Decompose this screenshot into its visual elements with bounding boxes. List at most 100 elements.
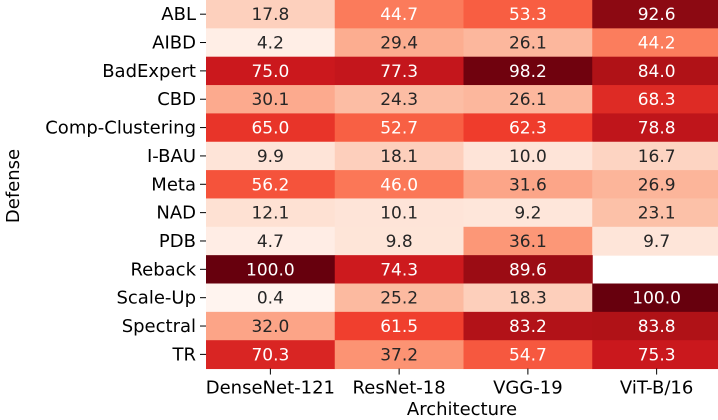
- cell-value-label: 18.3: [509, 289, 547, 309]
- cell-value-label: 26.1: [509, 90, 547, 110]
- heatmap-cell: [592, 226, 718, 256]
- heatmap-cell: [206, 85, 336, 114]
- cell-value-label: 92.6: [638, 5, 676, 25]
- cell-value-label: 9.8: [386, 232, 413, 252]
- cell-value-label: 46.0: [380, 175, 418, 195]
- cell-value-label: 83.2: [509, 317, 547, 337]
- cell-value-label: 70.3: [251, 345, 289, 365]
- heatmap-cell: [592, 340, 718, 370]
- heatmap-cell: [463, 56, 593, 86]
- heatmap-cell: [334, 226, 464, 256]
- cell-value-label: 17.8: [251, 5, 289, 25]
- cell-value-label: 56.2: [251, 175, 289, 195]
- heatmap-cell: [206, 255, 336, 284]
- cell-value-label: 61.5: [380, 317, 418, 337]
- cell-value-label: 16.7: [638, 147, 676, 167]
- cell-value-label: 44.7: [380, 5, 418, 25]
- cell-value-label: 0.4: [257, 289, 284, 309]
- cell-value-label: 9.2: [514, 204, 541, 224]
- heatmap-cell: [334, 56, 464, 86]
- cell-value-label: 4.7: [257, 232, 284, 252]
- heatmap-cell: [334, 113, 464, 143]
- cell-value-label: 26.9: [638, 175, 676, 195]
- cell-value-label: 18.1: [380, 147, 418, 167]
- column-tick-label: ResNet-18: [353, 378, 446, 399]
- heatmap-cell: [206, 340, 336, 370]
- cell-value-label: 75.3: [638, 345, 676, 365]
- cell-value-label: 12.1: [251, 204, 289, 224]
- row-tick-label: TR: [171, 344, 196, 365]
- heatmap-cell: [463, 226, 593, 256]
- cell-value-label: 78.8: [638, 119, 676, 139]
- cell-value-label: 89.6: [509, 260, 547, 280]
- row-tick-label: PDB: [159, 231, 196, 252]
- cell-value-label: 37.2: [380, 345, 418, 365]
- cell-value-label: 9.7: [643, 232, 670, 252]
- cell-value-label: 100.0: [632, 289, 681, 309]
- row-tick-labels: ABL AIBD BadExpert CBD Comp-Clustering I-BAU M…: [45, 4, 206, 365]
- heatmap-cell: [206, 283, 336, 313]
- heatmap-cell: [463, 255, 593, 284]
- heatmap-cell: [592, 170, 718, 199]
- column-tick-label: VGG-19: [493, 378, 563, 399]
- heatmap-cell: [463, 311, 593, 341]
- row-tick-label: Reback: [130, 259, 196, 280]
- heatmap-cell: [592, 198, 718, 228]
- column-tick-label: ViT-B/16: [620, 378, 693, 399]
- heatmap-cell: [592, 56, 718, 86]
- cell-value-label: 83.8: [638, 317, 676, 337]
- column-tick-labels: DenseNet-121 ResNet-18 VGG-19 ViT-B/16: [206, 368, 693, 399]
- heatmap-cell: [592, 0, 718, 29]
- heatmap-cell: [206, 113, 336, 143]
- cell-value-label: 65.0: [251, 119, 289, 139]
- row-tick-label: I-BAU: [147, 146, 196, 167]
- heatmap-cell: [463, 170, 593, 199]
- heatmap-cell: [463, 141, 593, 171]
- cell-value-label: 29.4: [380, 34, 418, 54]
- cell-value-label: 25.2: [380, 289, 418, 309]
- heatmap-cell: [334, 170, 464, 199]
- cell-value-label: 100.0: [246, 260, 295, 280]
- row-tick-label: Scale-Up: [116, 288, 196, 309]
- cell-value-label: 75.0: [251, 62, 289, 82]
- heatmap-cell: [592, 311, 718, 341]
- column-tick-label: DenseNet-121: [206, 378, 335, 399]
- heatmap-cell: [592, 141, 718, 171]
- row-tick-label: CBD: [157, 89, 196, 110]
- heatmap-cell: [463, 28, 593, 58]
- cell-value-label: 74.3: [380, 260, 418, 280]
- cell-value-label: 77.3: [380, 62, 418, 82]
- heatmap-cells: 17.8 44.7 53.3 92.6 4.2 29.4 26.1 44.2 75.0 77.3 9…: [206, 0, 718, 370]
- cell-value-label: 54.7: [509, 345, 547, 365]
- cell-value-label: 24.3: [380, 90, 418, 110]
- y-axis-title: Defense: [3, 149, 24, 223]
- heatmap-cell: [334, 0, 464, 29]
- heatmap-cell: [592, 283, 718, 313]
- heatmap-cell: [206, 170, 336, 199]
- heatmap-cell: [206, 56, 336, 86]
- heatmap-cell: [463, 340, 593, 370]
- cell-value-label: 68.3: [638, 90, 676, 110]
- heatmap-cell: [334, 311, 464, 341]
- cell-value-label: 52.7: [380, 119, 418, 139]
- cell-value-label: 4.2: [257, 34, 284, 54]
- row-tick-label: NAD: [156, 203, 196, 224]
- heatmap-cell: [334, 141, 464, 171]
- row-tick-label: Meta: [151, 174, 196, 195]
- heatmap-cell: [334, 255, 464, 284]
- heatmap-cell: [206, 28, 336, 58]
- cell-value-label: 23.1: [638, 204, 676, 224]
- cell-value-label: 98.2: [509, 62, 547, 82]
- row-tick-label: ABL: [161, 4, 196, 25]
- heatmap-cell: [592, 28, 718, 58]
- heatmap-cell: [463, 85, 593, 114]
- heatmap-cell: [206, 141, 336, 171]
- heatmap-cell: [463, 198, 593, 228]
- cell-value-label: 53.3: [509, 5, 547, 25]
- row-tick-label: AIBD: [152, 33, 196, 54]
- cell-value-label: 26.1: [509, 34, 547, 54]
- heatmap-cell: [206, 311, 336, 341]
- heatmap-cell: [592, 113, 718, 143]
- cell-value-label: 36.1: [509, 232, 547, 252]
- row-tick-label: Comp-Clustering: [45, 118, 196, 139]
